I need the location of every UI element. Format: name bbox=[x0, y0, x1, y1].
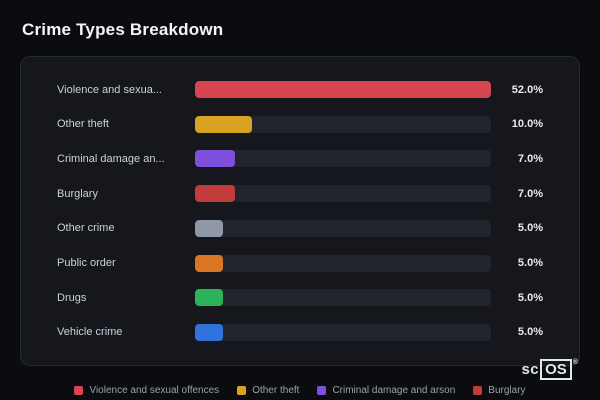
legend-swatch bbox=[317, 386, 327, 395]
bar-track bbox=[195, 323, 491, 341]
legend-label: Criminal damage and arson bbox=[332, 385, 456, 396]
bar-value: 10.0% bbox=[511, 118, 543, 131]
bar-value: 5.0% bbox=[517, 222, 543, 235]
bar-row: Other crime 5.0% bbox=[57, 219, 543, 237]
legend-swatch bbox=[74, 386, 84, 395]
bar-fill bbox=[195, 185, 235, 203]
bar-value: 7.0% bbox=[517, 187, 543, 200]
chart-legend: Violence and sexual offences Other theft C… bbox=[0, 385, 600, 396]
bar-value: 5.0% bbox=[517, 257, 543, 270]
bar-track bbox=[195, 219, 491, 237]
bar-track bbox=[195, 254, 491, 272]
bar-fill bbox=[195, 289, 224, 307]
scos-logo-box: OS bbox=[540, 358, 572, 380]
bar-value: 5.0% bbox=[517, 291, 543, 304]
bar-track bbox=[195, 289, 491, 307]
bar-row: Other theft 10.0% bbox=[57, 115, 543, 133]
scos-logo: sc OS ® bbox=[521, 358, 578, 380]
bar-label: Vehicle crime bbox=[57, 326, 123, 339]
bar-row: Drugs 5.0% bbox=[57, 289, 543, 307]
bar-fill bbox=[195, 115, 252, 133]
bar-track bbox=[195, 81, 491, 98]
bar-label: Other crime bbox=[57, 222, 115, 235]
legend-swatch bbox=[237, 386, 247, 395]
bar-row: Public order 5.0% bbox=[57, 254, 543, 272]
legend-label: Burglary bbox=[488, 385, 526, 396]
bar-row: Vehicle crime 5.0% bbox=[57, 323, 543, 341]
bar-label: Burglary bbox=[57, 187, 98, 200]
bar-fill bbox=[195, 323, 224, 341]
registered-mark: ® bbox=[572, 358, 578, 366]
bar-label: Other theft bbox=[57, 118, 109, 131]
bar-fill bbox=[195, 81, 491, 98]
bar-fill bbox=[195, 219, 224, 237]
bar-fill bbox=[195, 150, 235, 168]
legend-label: Other theft bbox=[252, 385, 300, 396]
bar-value: 5.0% bbox=[517, 326, 543, 339]
chart-card: Violence and sexua... 52.0% Other theft 10.… bbox=[20, 56, 580, 366]
legend-label: Violence and sexual offences bbox=[89, 385, 220, 396]
bar-label: Violence and sexua... bbox=[57, 83, 162, 96]
bar-fill bbox=[195, 254, 224, 272]
scos-logo-prefix: sc bbox=[521, 360, 540, 378]
bar-label: Criminal damage an... bbox=[57, 152, 165, 165]
legend-swatch bbox=[473, 386, 483, 395]
bar-value: 52.0% bbox=[511, 83, 543, 96]
bar-row: Violence and sexua... 52.0% bbox=[57, 81, 543, 98]
bar-track bbox=[195, 150, 491, 168]
legend-item: Criminal damage and arson bbox=[317, 385, 455, 396]
bar-label: Drugs bbox=[57, 291, 87, 304]
legend-item: Other theft bbox=[237, 385, 299, 396]
bar-value: 7.0% bbox=[517, 152, 543, 165]
legend-item: Violence and sexual offences bbox=[74, 385, 219, 396]
page-title: Crime Types Breakdown bbox=[22, 20, 224, 39]
legend-item: Burglary bbox=[473, 385, 526, 396]
bar-row: Criminal damage an... 7.0% bbox=[57, 150, 543, 168]
bar-label: Public order bbox=[57, 257, 116, 270]
bar-row: Burglary 7.0% bbox=[57, 185, 543, 203]
bar-track bbox=[195, 185, 491, 203]
bar-track bbox=[195, 115, 491, 133]
